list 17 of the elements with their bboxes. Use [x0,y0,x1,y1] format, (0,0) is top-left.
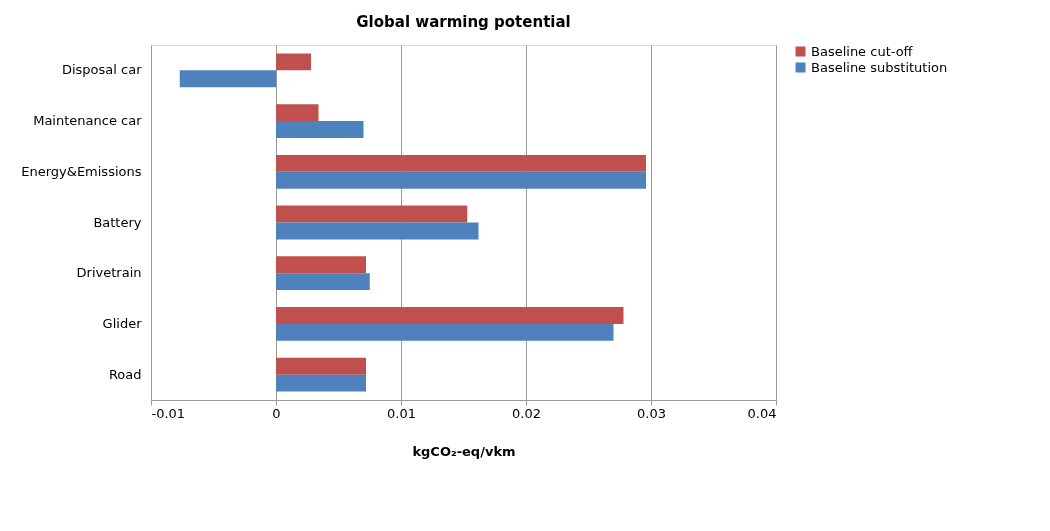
x-tick-label: 0.03 [637,405,666,421]
y-tick-label: Disposal car [61,62,143,78]
legend-label: Baseline cut-off [811,43,914,59]
y-tick-label: Energy&Emissions [21,163,142,179]
y-tick-label: Maintenance car [33,113,143,129]
y-tick-label: Battery [93,214,142,230]
legend-label: Baseline substitution [811,59,948,75]
x-tick-label: 0.01 [387,405,416,421]
x-axis-title: kgCO₂-eq/vkm [412,443,516,459]
chart-title: Global warming potential [356,13,571,31]
x-tick-label: 0 [272,405,281,421]
x-tick-label: -0.01 [151,405,186,421]
y-tick-label: Drivetrain [76,265,142,281]
x-tick-label: 0.04 [747,405,777,421]
y-tick-label: Road [108,366,142,382]
x-tick-label: 0.02 [512,405,541,421]
y-tick-label: Glider [102,315,143,331]
